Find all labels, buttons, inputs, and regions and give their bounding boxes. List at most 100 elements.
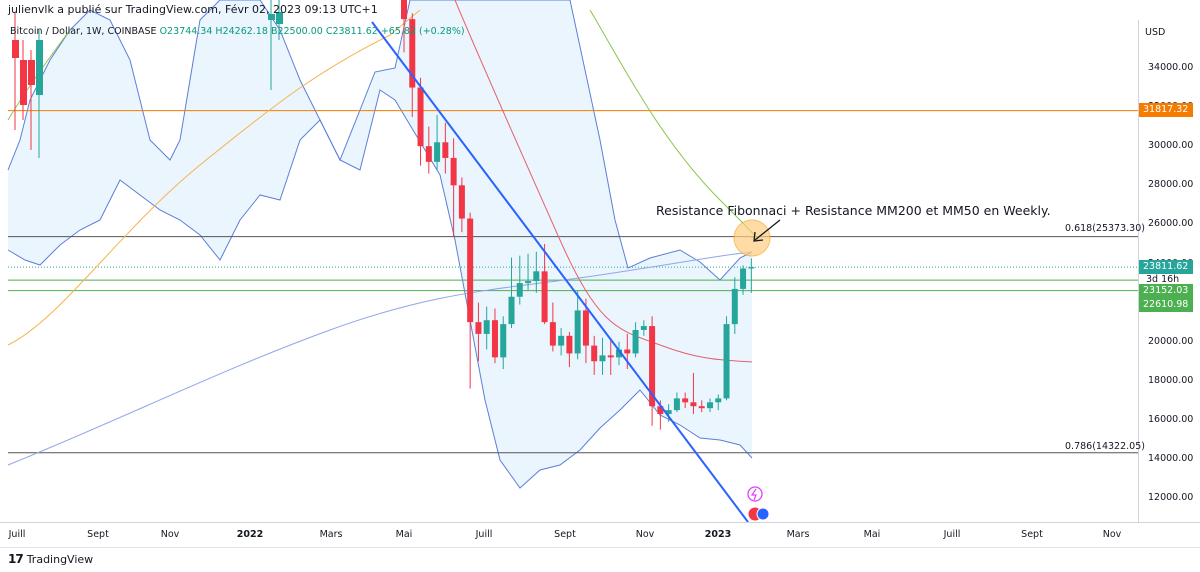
candle-14: [516, 283, 523, 297]
lightning-event-icon: [747, 486, 763, 502]
drawing-overlays: [371, 21, 781, 523]
chart-annotation: Resistance Fibonnaci + Resistance MM200 …: [656, 203, 1051, 218]
candle-6: [450, 157, 457, 186]
candle-2: [417, 87, 424, 147]
x-tick-label: Mars: [319, 529, 343, 540]
bar-countdown: 3d 16h: [1146, 274, 1180, 285]
y-tick-label: 18000.00: [1148, 374, 1194, 386]
candle-5: [442, 142, 449, 158]
candle-30: [649, 326, 656, 407]
candle-21: [574, 310, 581, 354]
x-tick-label: 2022: [236, 529, 264, 540]
y-tick-label: 26000.00: [1148, 218, 1194, 230]
candle-37: [706, 402, 713, 409]
highlight-circle: [733, 219, 771, 257]
x-tick-label: Juill: [475, 529, 493, 540]
bollinger-band-fill: [7, 0, 753, 489]
candle-early-1: [20, 60, 27, 105]
candle-29: [640, 326, 647, 330]
symbol-name: Bitcoin / Dollar, 1W, COINBASE: [10, 26, 157, 37]
x-tick-label: Sept: [87, 529, 109, 540]
candle-27: [624, 349, 631, 354]
candle-18: [549, 322, 556, 346]
candle-top-1: [276, 12, 283, 24]
publisher-header: julienvlk a publié sur TradingView.com, …: [8, 3, 378, 16]
candle-12: [500, 324, 507, 358]
x-tick-label: Sept: [1021, 529, 1043, 540]
candle-24: [599, 355, 606, 362]
candle-39: [723, 324, 730, 399]
y-tick-label: 14000.00: [1148, 453, 1194, 464]
lightning-bolt-icon: [750, 488, 757, 501]
price-label-green2: 22610.98: [1139, 298, 1193, 312]
candle-11: [491, 320, 498, 358]
candle-34: [682, 398, 689, 403]
candles: [12, 0, 755, 430]
descending-trendline: [371, 21, 749, 523]
candle-3: [425, 146, 432, 162]
candle-19: [558, 335, 565, 346]
candle-26: [616, 349, 623, 358]
brand-name: TradingView: [26, 552, 94, 566]
x-tick-label: 2023: [704, 529, 732, 540]
candle-17: [541, 271, 548, 323]
ohlc-change: +65.82 (+0.28%): [380, 26, 465, 37]
x-tick-label: Sept: [554, 529, 576, 540]
price-label-green1: 23152.03: [1139, 284, 1193, 298]
ohlc-high: H24262.18: [215, 26, 268, 37]
symbol-legend: Bitcoin / Dollar, 1W, COINBASE O23744.34…: [10, 26, 465, 37]
candle-early-0: [12, 40, 19, 58]
bollinger-lower-line: [7, 89, 753, 489]
candle-16: [533, 271, 540, 282]
candle-33: [673, 398, 680, 411]
candle-early-3: [36, 40, 43, 95]
price-label-current: 23811.62: [1139, 260, 1193, 274]
candle-38: [715, 398, 722, 403]
candle-top-0: [268, 14, 275, 20]
ohlc-close: C23811.62: [325, 26, 378, 37]
y-tick-label: 34000.00: [1148, 62, 1194, 73]
candle-9: [475, 322, 482, 334]
ohlc-open: O23744.34: [159, 26, 213, 37]
axis-lines: [0, 20, 1200, 548]
x-tick-label: Mai: [863, 529, 881, 540]
x-tick-label: Juill: [943, 529, 961, 540]
y-tick-label: 20000.00: [1148, 335, 1194, 347]
annotation-arrow-line: [754, 219, 781, 241]
candle-31: [657, 406, 664, 415]
y-tick-label: 16000.00: [1148, 413, 1194, 425]
bollinger-band-area: [8, 0, 752, 488]
candle-32: [665, 410, 672, 415]
fib-level-label-618: 0.618(25373.30): [1065, 223, 1145, 234]
x-tick-label: Mai: [395, 529, 413, 540]
y-tick-label: 12000.00: [1148, 492, 1194, 504]
candle-10: [483, 320, 490, 334]
candle-25: [607, 355, 614, 358]
x-tick-label: Nov: [160, 529, 180, 540]
candle-0: [401, 0, 407, 20]
candle-28: [632, 329, 639, 354]
candle-13: [508, 296, 515, 325]
candle-22: [582, 310, 589, 346]
candle-8: [467, 218, 474, 323]
ma-orange-line: [7, 9, 421, 346]
candle-42: [748, 267, 755, 269]
annotation-arrow-head-icon: [753, 231, 764, 242]
x-tick-label: Juill: [8, 529, 26, 540]
candle-35: [690, 402, 697, 407]
y-tick-label: 28000.00: [1148, 179, 1194, 191]
price-label-orange: 31817.32: [1139, 103, 1193, 117]
x-tick-label: Nov: [635, 529, 655, 540]
us-flag-event-icon-2: [756, 507, 770, 521]
candle-4: [434, 142, 441, 162]
candle-41: [740, 268, 747, 289]
candle-7: [458, 185, 465, 219]
tradingview-logo-icon: 17: [8, 552, 24, 566]
candle-early-2: [28, 60, 35, 85]
candle-23: [591, 345, 598, 362]
ohlc-low: B22500.00: [270, 26, 323, 37]
ma-200-line: [7, 251, 753, 466]
candle-40: [731, 288, 738, 325]
fib-level-label-786: 0.786(14322.05): [1065, 441, 1145, 452]
